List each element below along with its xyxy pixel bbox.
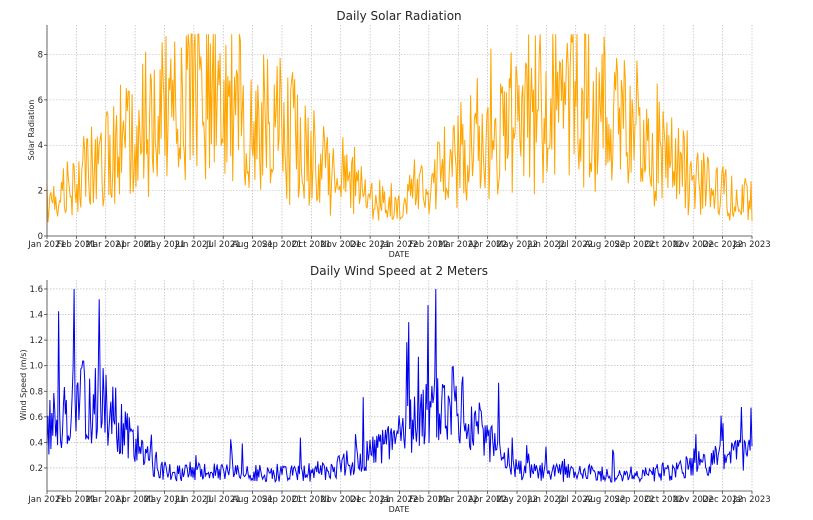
wind-x-tick-label: Feb 2022 bbox=[409, 495, 448, 505]
solar-x-tick-label: Oct 2021 bbox=[292, 240, 331, 250]
solar-x-axis-label: DATE bbox=[389, 250, 410, 259]
wind-x-tick-label: Mar 2022 bbox=[438, 495, 478, 505]
wind-chart: Daily Wind Speed at 2 Meters Jan 2021Feb… bbox=[19, 264, 771, 514]
wind-y-tick-label: 1.0 bbox=[29, 362, 43, 372]
solar-x-tick-label: Mar 2022 bbox=[438, 240, 478, 250]
wind-x-tick-label: Dec 2021 bbox=[350, 495, 391, 505]
wind-chart-title: Daily Wind Speed at 2 Meters bbox=[310, 264, 488, 278]
wind-x-axis-label: DATE bbox=[389, 505, 410, 514]
solar-x-tick-label: Jan 2022 bbox=[380, 240, 418, 250]
solar-x-tick-label: Jul 2022 bbox=[557, 240, 593, 250]
wind-x-tick-label: Nov 2022 bbox=[673, 495, 714, 505]
solar-y-tick-label: 4 bbox=[38, 141, 43, 151]
wind-y-tick-label: 1.2 bbox=[29, 336, 43, 346]
solar-x-tick-label: Aug 2021 bbox=[232, 240, 273, 250]
wind-x-tick-label: Apr 2021 bbox=[116, 495, 155, 505]
solar-x-tick-label: Jul 2021 bbox=[205, 240, 241, 250]
solar-y-tick-label: 8 bbox=[38, 50, 43, 60]
solar-x-tick-label: Dec 2022 bbox=[702, 240, 743, 250]
solar-chart-title: Daily Solar Radiation bbox=[336, 9, 461, 23]
wind-x-tick-label: Jul 2022 bbox=[557, 495, 593, 505]
wind-x-tick-label: Apr 2022 bbox=[468, 495, 507, 505]
wind-y-tick-label: 0.6 bbox=[29, 413, 43, 423]
solar-x-tick-label: Aug 2022 bbox=[585, 240, 626, 250]
solar-x-tick-label: Sep 2022 bbox=[614, 240, 654, 250]
solar-y-ticks: 0 2 4 6 8 bbox=[38, 50, 47, 242]
solar-x-tick-label: Oct 2022 bbox=[644, 240, 683, 250]
wind-x-tick-label: Jan 2021 bbox=[27, 495, 65, 505]
wind-x-tick-label: Feb 2021 bbox=[57, 495, 96, 505]
wind-x-tick-label: Nov 2021 bbox=[320, 495, 361, 505]
solar-x-tick-label: Jan 2021 bbox=[27, 240, 65, 250]
solar-x-tick-label: Dec 2021 bbox=[350, 240, 391, 250]
wind-y-tick-label: 0.4 bbox=[29, 438, 43, 448]
wind-y-tick-label: 1.4 bbox=[29, 311, 43, 321]
wind-x-tick-label: May 2021 bbox=[144, 495, 186, 505]
solar-x-tick-label: Jan 2023 bbox=[732, 240, 770, 250]
wind-gridlines bbox=[46, 280, 753, 491]
wind-x-tick-label: Sep 2021 bbox=[262, 495, 302, 505]
wind-y-tick-label: 1.6 bbox=[29, 285, 43, 295]
wind-series-line bbox=[46, 288, 753, 484]
solar-x-tick-label: May 2022 bbox=[496, 240, 538, 250]
solar-x-tick-label: Jun 2022 bbox=[527, 240, 566, 250]
wind-x-tick-label: Dec 2022 bbox=[702, 495, 743, 505]
solar-x-tick-label: Nov 2021 bbox=[320, 240, 361, 250]
wind-x-tick-label: Jul 2021 bbox=[205, 495, 241, 505]
wind-y-tick-label: 0.2 bbox=[29, 464, 43, 474]
wind-y-axis-label: Wind Speed (m/s) bbox=[19, 349, 28, 420]
solar-x-tick-label: Sep 2021 bbox=[262, 240, 302, 250]
solar-x-tick-label: Jun 2021 bbox=[174, 240, 213, 250]
solar-x-tick-label: Mar 2021 bbox=[86, 240, 126, 250]
solar-x-tick-label: Feb 2021 bbox=[57, 240, 96, 250]
solar-y-tick-label: 0 bbox=[38, 232, 43, 242]
solar-y-tick-label: 6 bbox=[38, 96, 43, 106]
wind-axes-spine bbox=[46, 280, 752, 492]
solar-x-tick-label: Feb 2022 bbox=[409, 240, 448, 250]
solar-x-tick-label: Apr 2022 bbox=[468, 240, 507, 250]
wind-x-tick-label: Jun 2022 bbox=[527, 495, 566, 505]
wind-x-tick-label: Oct 2022 bbox=[644, 495, 683, 505]
wind-x-tick-label: May 2022 bbox=[496, 495, 538, 505]
solar-x-tick-label: Nov 2022 bbox=[673, 240, 714, 250]
wind-y-tick-label: 0.8 bbox=[29, 387, 43, 397]
solar-x-tick-label: May 2021 bbox=[144, 240, 186, 250]
solar-x-tick-label: Apr 2021 bbox=[116, 240, 155, 250]
solar-y-axis-label: Solar Radiation bbox=[27, 100, 36, 161]
wind-x-tick-label: Aug 2021 bbox=[232, 495, 273, 505]
wind-x-tick-label: Jun 2021 bbox=[174, 495, 213, 505]
wind-y-ticks: 0.2 0.4 0.6 0.8 1.0 1.2 1.4 1.6 bbox=[29, 285, 47, 474]
wind-x-tick-label: Jan 2022 bbox=[380, 495, 418, 505]
wind-x-tick-label: Sep 2022 bbox=[614, 495, 654, 505]
solar-axes-spine bbox=[46, 25, 752, 237]
wind-x-tick-label: Jan 2023 bbox=[732, 495, 770, 505]
solar-series-line bbox=[46, 33, 753, 223]
wind-x-tick-label: Oct 2021 bbox=[292, 495, 331, 505]
solar-y-tick-label: 2 bbox=[38, 187, 43, 197]
wind-x-tick-label: Mar 2021 bbox=[86, 495, 126, 505]
wind-x-tick-label: Aug 2022 bbox=[585, 495, 626, 505]
